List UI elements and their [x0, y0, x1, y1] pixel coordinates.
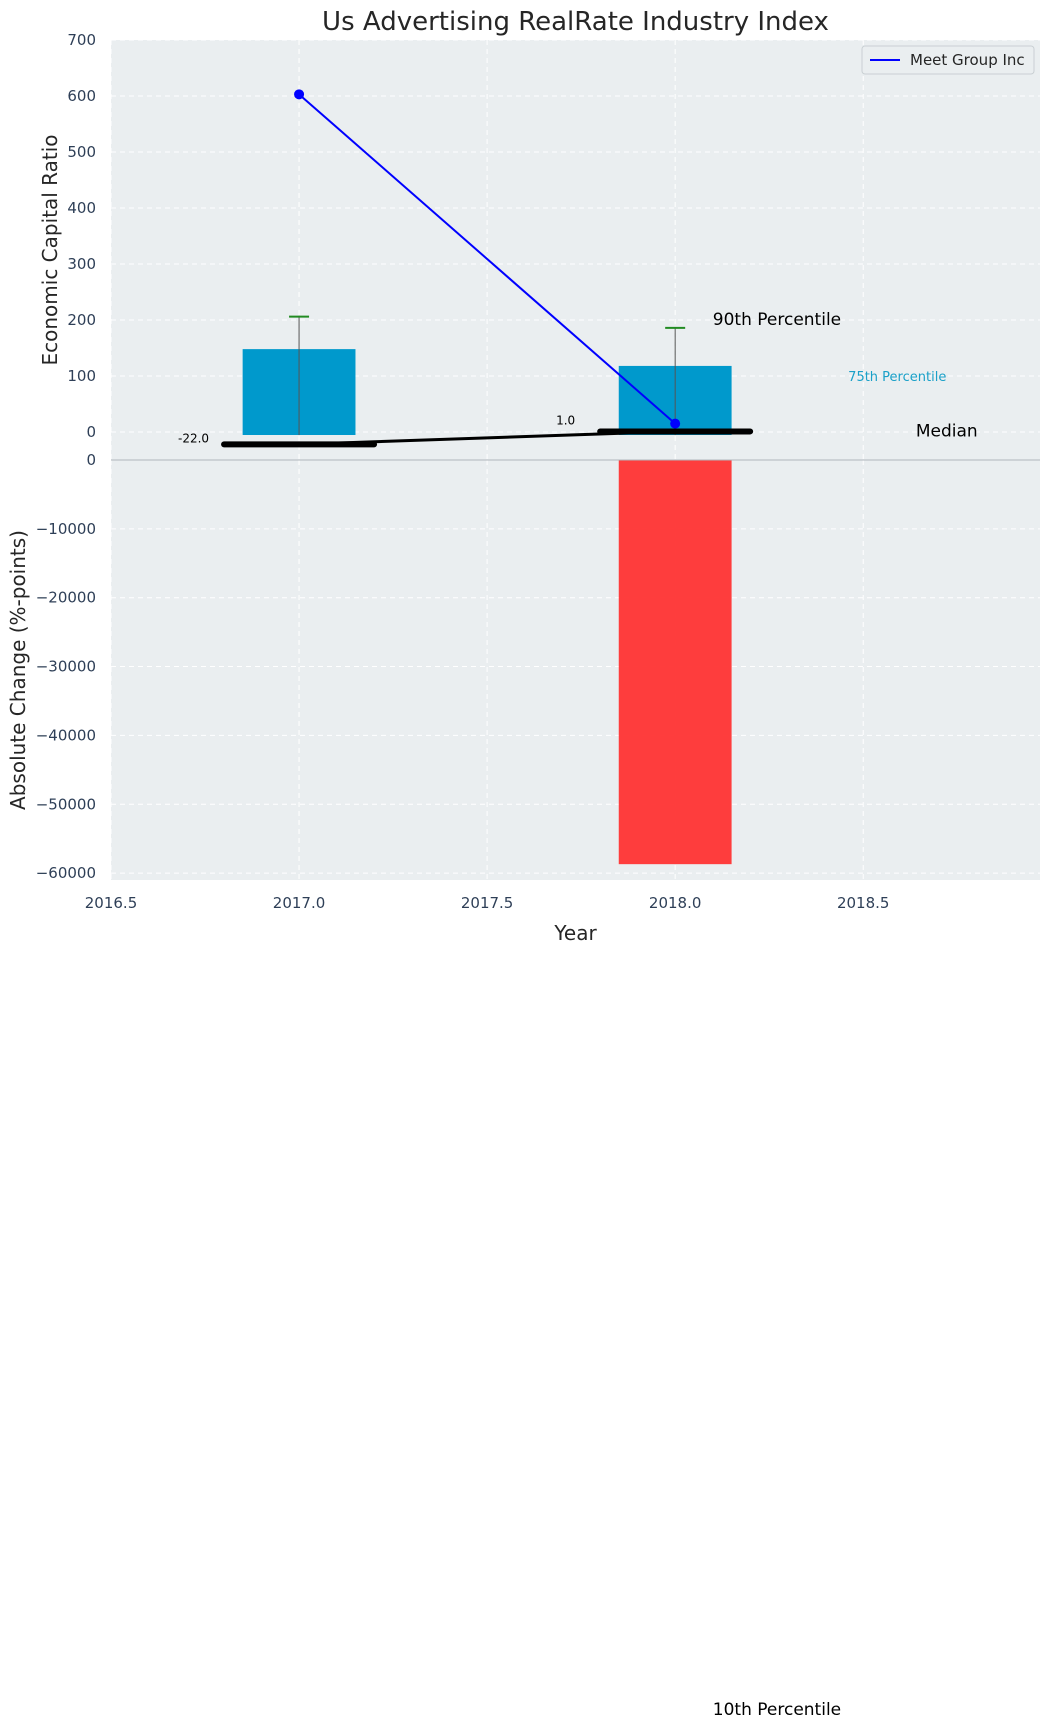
median-value-label: -22.0: [178, 431, 209, 445]
bottom-y-tick-label: −40000: [36, 726, 96, 744]
x-tick-label: 2017.0: [273, 894, 326, 912]
bottom-y-tick-label: −50000: [36, 795, 96, 813]
annotation-90th-percentile: 90th Percentile: [713, 310, 841, 330]
bottom-y-tick-label: −30000: [36, 658, 96, 676]
annotation-10th-percentile: 10th Percentile: [713, 1700, 841, 1720]
bottom-y-tick-label: −60000: [36, 864, 96, 882]
bottom-plot-background: [111, 460, 1040, 880]
top-y-tick-label: 600: [67, 87, 96, 105]
bottom-y-tick-label: 0: [86, 451, 96, 469]
top-y-tick-label: 500: [67, 143, 96, 161]
x-tick-label: 2018.0: [649, 894, 702, 912]
top-y-tick-label: 300: [67, 255, 96, 273]
x-tick-label: 2017.5: [461, 894, 514, 912]
legend-label: Meet Group Inc: [910, 51, 1025, 69]
median-value-label: 1.0: [556, 413, 575, 427]
overlay: Us Advertising RealRate Industry Index Ec…: [6, 7, 1040, 1720]
legend-box: [861, 45, 1035, 75]
bottom-y-axis-label: Absolute Change (%-points): [6, 530, 30, 810]
top-y-tick-label: 400: [67, 199, 96, 217]
chart-title: Us Advertising RealRate Industry Index: [322, 7, 829, 37]
x-axis-label: Year: [553, 921, 597, 945]
top-y-axis-label: Economic Capital Ratio: [38, 134, 62, 365]
series-point: [670, 418, 681, 429]
series-line: [298, 93, 676, 425]
bottom-bar: [618, 460, 732, 865]
bottom-panel: 0 −10000 −20000 −30000 −40000 −50000 −60000 201…: [36, 451, 1040, 912]
top-panel: 0 100 200 300 400 500 600 700 -22.0 1.0: [67, 31, 1040, 460]
bottom-y-tick-label: −20000: [36, 589, 96, 607]
top-y-tick-label: 0: [86, 423, 96, 441]
annotation-75th-percentile: 75th Percentile: [848, 370, 946, 385]
legend: Meet Group Inc: [861, 45, 1035, 75]
x-tick-label: 2016.5: [85, 894, 138, 912]
top-y-tick-label: 100: [67, 367, 96, 385]
x-tick-label: 2018.5: [837, 894, 890, 912]
top-y-tick-label: 700: [67, 31, 96, 49]
bottom-y-tick-label: −10000: [36, 520, 96, 538]
series-point: [294, 89, 305, 100]
top-y-tick-label: 200: [67, 311, 96, 329]
annotation-median: Median: [916, 421, 978, 441]
